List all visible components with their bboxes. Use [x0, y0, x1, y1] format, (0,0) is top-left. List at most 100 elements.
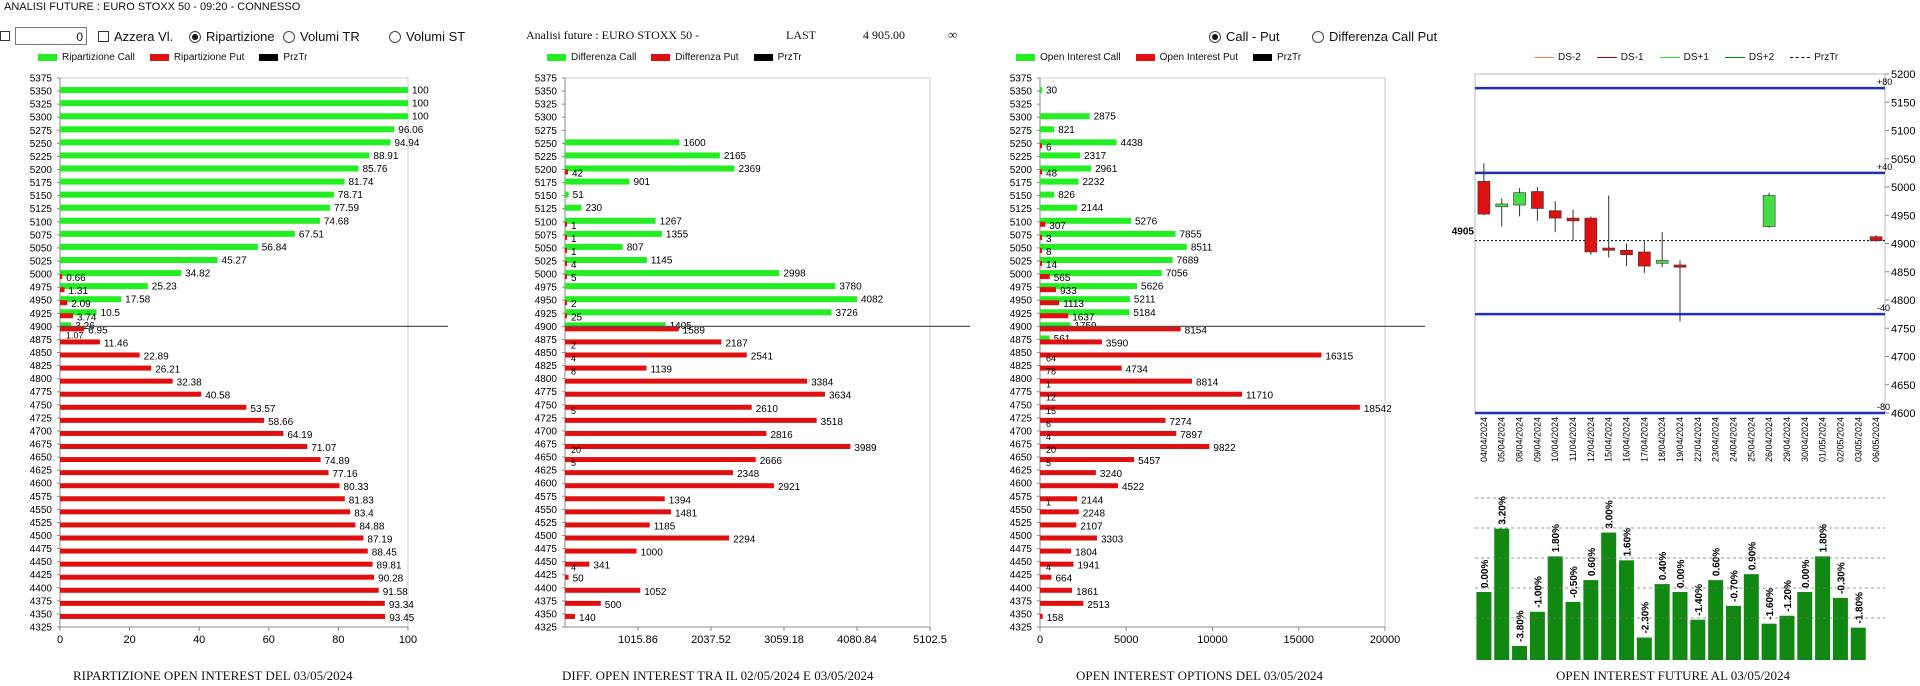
strike-label: 5075 — [1010, 230, 1033, 241]
x-tick-label: 2037.52 — [691, 634, 731, 645]
value-input[interactable]: 0 — [15, 27, 87, 45]
radio-call-put-label: Call - Put — [1226, 29, 1280, 44]
put-bar — [1040, 600, 1084, 606]
put-value-label: 77.16 — [333, 469, 358, 480]
radio-diff-call-put[interactable]: Differenza Call Put — [1312, 29, 1437, 44]
small-checkbox[interactable] — [0, 31, 10, 41]
put-bar — [565, 600, 601, 606]
legend-swatch-prz — [259, 54, 279, 61]
call-bar — [60, 217, 320, 224]
strike-label: 4775 — [1010, 387, 1033, 398]
radio-volumi-st[interactable]: Volumi ST — [389, 29, 465, 44]
strike-label: 4575 — [535, 492, 558, 503]
date-label: 29/04/2024 — [1782, 417, 1792, 462]
call-value-label: 85.76 — [362, 164, 387, 175]
call-bar — [60, 204, 331, 211]
put-value-label: 3 — [1046, 234, 1052, 245]
oi-bar-label: 0.00% — [1676, 560, 1687, 588]
strike-label: 4650 — [1010, 453, 1033, 464]
inner-value-label: 64 — [1046, 354, 1056, 364]
legend-put: Open Interest Put — [1159, 52, 1238, 63]
strike-label: 4475 — [535, 544, 558, 555]
strike-label: 5100 — [1010, 217, 1033, 228]
radio-call-put[interactable]: Call - Put — [1209, 29, 1279, 44]
strike-label: 5125 — [30, 204, 53, 215]
radio-volumi-tr[interactable]: Volumi TR — [283, 29, 360, 44]
candle-body — [1513, 192, 1526, 206]
strike-label: 5000 — [30, 270, 53, 281]
put-bar — [60, 404, 247, 410]
x-tick-label: 100 — [399, 634, 417, 645]
put-bar — [1040, 457, 1135, 463]
oi-bar-label: -1.00% — [1533, 576, 1544, 608]
strike-label: 5050 — [30, 243, 53, 254]
put-value-label: 80.33 — [344, 482, 369, 493]
strike-label: 5375 — [535, 74, 558, 85]
strike-label: 4525 — [535, 518, 558, 529]
strike-label: 4375 — [30, 596, 53, 607]
zero-value-group: 0 — [0, 27, 87, 45]
call-value-label: 17.58 — [125, 295, 150, 306]
strike-label: 4600 — [1010, 479, 1033, 490]
strike-label: 4950 — [30, 296, 53, 307]
call-value-label: 5276 — [1135, 216, 1158, 227]
put-bar — [565, 247, 567, 253]
put-bar — [565, 574, 569, 580]
infinity-label: ∞ — [948, 27, 958, 42]
put-bar — [565, 587, 641, 593]
oi-bar-label: 1.80% — [1551, 524, 1562, 552]
put-bar — [60, 352, 140, 358]
put-value-label: 89.81 — [377, 561, 402, 572]
legend-line-ds-2 — [1534, 57, 1554, 58]
legend-ds-1: DS-1 — [1620, 52, 1644, 63]
strike-label: 5275 — [535, 126, 558, 137]
call-bar — [1040, 113, 1090, 120]
strike-label: 4900 — [1010, 322, 1033, 333]
put-value-label: 2610 — [756, 404, 779, 415]
oi-bar — [1636, 637, 1652, 660]
put-bar — [60, 587, 379, 593]
strike-label: 4925 — [535, 309, 558, 320]
y-tick-label: 5050 — [1891, 154, 1915, 166]
strike-label: 4525 — [30, 518, 53, 529]
put-bar — [565, 300, 567, 306]
strike-label: 5225 — [30, 152, 53, 163]
put-bar — [60, 496, 345, 502]
call-value-label: 2144 — [1081, 203, 1104, 214]
call-bar — [60, 87, 408, 94]
oi-bar-label: 0.60% — [1587, 548, 1598, 576]
inner-value-label: 1 — [1046, 380, 1051, 390]
oi-bar — [1690, 619, 1706, 660]
candle-body — [1655, 260, 1669, 264]
put-value-label: 2816 — [770, 430, 793, 441]
put-bar — [1040, 417, 1166, 423]
oi-bar — [1476, 592, 1492, 660]
y-tick-label: 4900 — [1891, 239, 1915, 251]
put-value-label: 0.66 — [66, 273, 86, 284]
put-value-label: 2.09 — [71, 299, 91, 310]
strike-label: 4750 — [30, 400, 53, 411]
strike-label: 4550 — [30, 505, 53, 516]
radio-volumi-st-label: Volumi ST — [406, 29, 466, 44]
inner-value-label: 4 — [1046, 563, 1051, 573]
legend-call: Open Interest Call — [1040, 52, 1121, 63]
date-label: 05/04/2024 — [1497, 417, 1507, 462]
azzera-checkbox[interactable]: Azzera Vl. — [98, 29, 173, 44]
x-tick-label: 4080.84 — [837, 634, 877, 645]
candle-body — [1566, 217, 1580, 222]
call-bar — [565, 257, 647, 263]
oi-bar — [1743, 574, 1759, 660]
call-bar — [1040, 230, 1176, 237]
strike-label: 4900 — [30, 322, 53, 333]
strike-label: 5000 — [1010, 270, 1033, 281]
strike-label: 5025 — [535, 257, 558, 268]
call-bar — [565, 283, 836, 290]
candle-frame — [1474, 73, 1886, 414]
call-value-label: 1600 — [683, 138, 706, 149]
call-value-label: 2369 — [738, 164, 761, 175]
legend-swatch-put — [1135, 54, 1155, 61]
put-value-label: 1 — [571, 247, 577, 258]
put-bar — [60, 548, 368, 554]
radio-ripartizione[interactable]: Ripartizione — [189, 29, 275, 44]
